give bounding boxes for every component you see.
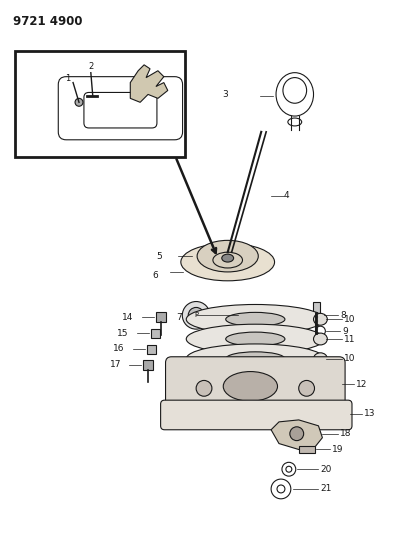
Ellipse shape <box>226 312 285 326</box>
Polygon shape <box>130 65 168 102</box>
Text: 18: 18 <box>340 429 352 438</box>
Text: 14: 14 <box>122 313 134 322</box>
FancyBboxPatch shape <box>161 400 352 430</box>
Ellipse shape <box>223 372 277 401</box>
Ellipse shape <box>181 244 275 281</box>
Text: 1: 1 <box>65 74 70 83</box>
Bar <box>151 329 159 338</box>
Bar <box>156 312 166 322</box>
Ellipse shape <box>314 353 327 365</box>
Bar <box>147 345 156 354</box>
FancyBboxPatch shape <box>166 357 345 420</box>
Text: 13: 13 <box>364 409 375 418</box>
Text: 8: 8 <box>340 311 346 320</box>
Text: 4: 4 <box>284 191 290 200</box>
Ellipse shape <box>226 352 285 366</box>
Text: 5: 5 <box>157 252 162 261</box>
Circle shape <box>196 381 212 396</box>
Text: P: P <box>194 312 198 318</box>
Text: 3: 3 <box>223 90 229 99</box>
Text: 10: 10 <box>344 354 356 363</box>
Bar <box>15 51 185 157</box>
Text: 19: 19 <box>332 445 344 454</box>
Ellipse shape <box>226 332 285 346</box>
Circle shape <box>182 302 210 329</box>
Ellipse shape <box>314 333 327 345</box>
Ellipse shape <box>197 240 258 272</box>
Text: 11: 11 <box>344 335 356 343</box>
Circle shape <box>75 99 83 106</box>
Text: 12: 12 <box>356 380 367 389</box>
Text: 9: 9 <box>342 327 348 336</box>
Circle shape <box>299 381 314 396</box>
Bar <box>299 446 314 454</box>
Text: 6: 6 <box>153 271 159 280</box>
Ellipse shape <box>222 254 233 262</box>
Ellipse shape <box>314 313 327 325</box>
Text: 16: 16 <box>113 344 125 353</box>
Text: 17: 17 <box>109 360 121 369</box>
Circle shape <box>290 427 304 441</box>
Bar <box>143 360 153 369</box>
Text: 15: 15 <box>118 328 129 337</box>
Text: 21: 21 <box>321 484 332 494</box>
Ellipse shape <box>186 304 324 334</box>
Text: 20: 20 <box>321 465 332 474</box>
Circle shape <box>188 308 204 323</box>
Ellipse shape <box>186 324 324 354</box>
Text: 10: 10 <box>344 315 356 324</box>
Text: 9721 4900: 9721 4900 <box>13 15 82 28</box>
Text: 7: 7 <box>176 313 182 322</box>
Polygon shape <box>271 420 322 449</box>
Bar <box>312 302 321 313</box>
Ellipse shape <box>186 344 324 374</box>
Text: 2: 2 <box>89 62 94 71</box>
